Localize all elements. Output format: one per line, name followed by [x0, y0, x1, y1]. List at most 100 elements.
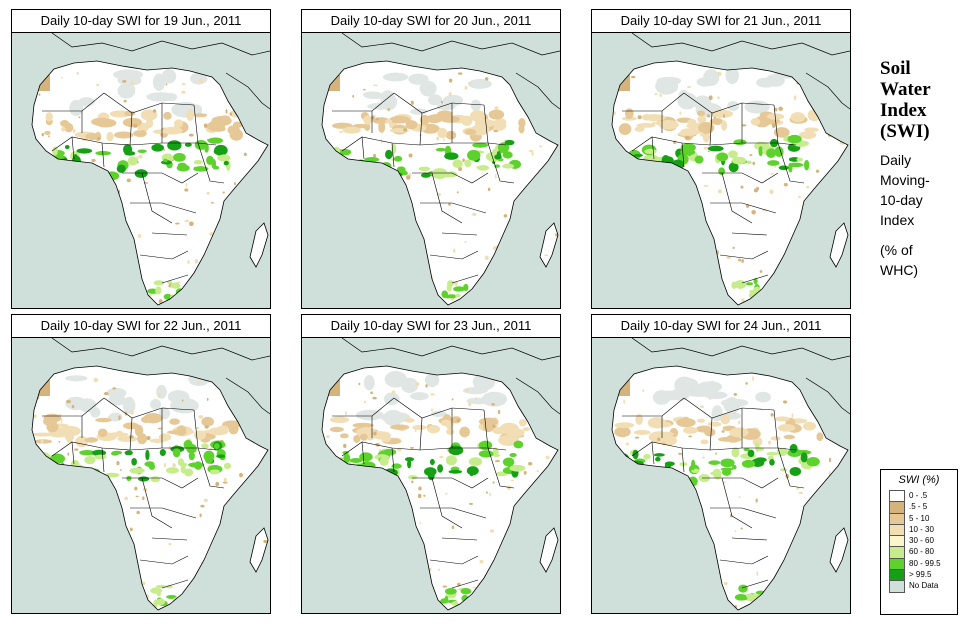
desc-line: 10-day — [880, 192, 923, 208]
speckle — [341, 530, 345, 536]
nodata-patch — [161, 68, 177, 84]
speckle — [841, 508, 847, 512]
country-border — [193, 409, 199, 449]
wet-patch — [104, 171, 120, 181]
wet-patch-south — [463, 283, 469, 292]
nodata-patch — [120, 84, 136, 93]
dry-patch — [158, 433, 172, 442]
wet-patch — [421, 172, 431, 178]
speckle — [255, 403, 257, 406]
wet-patch — [126, 475, 132, 482]
speckle — [832, 524, 836, 526]
country-border — [721, 477, 753, 529]
wet-patch — [445, 455, 457, 466]
speckle — [678, 222, 681, 226]
wet-patch-south — [460, 588, 472, 595]
wet-patch-south — [153, 280, 165, 286]
speckle — [715, 452, 717, 455]
speckle — [152, 109, 157, 113]
speckle — [142, 496, 145, 501]
speckle — [103, 391, 109, 396]
dry-patch — [404, 418, 415, 423]
speckle — [528, 462, 533, 466]
dry-patch — [777, 424, 796, 432]
coastline-arabia — [225, 377, 270, 415]
wet-patch — [79, 449, 96, 456]
speckle — [465, 388, 469, 392]
title-line: Water — [880, 79, 931, 100]
speckle — [184, 188, 189, 192]
wet-patch — [217, 154, 231, 162]
wet-patch — [349, 458, 363, 463]
coastline-north — [51, 33, 270, 56]
wet-patch — [159, 449, 166, 457]
speckle — [132, 123, 138, 128]
coastline-arabia — [515, 377, 560, 415]
nodata-patch — [190, 72, 208, 85]
speckle — [418, 486, 422, 491]
panel-title: Daily 10-day SWI for 23 Jun., 2011 — [301, 314, 561, 338]
wet-patch — [188, 451, 195, 461]
wet-patch — [184, 142, 192, 147]
wet-patch — [124, 450, 133, 456]
speckle — [555, 233, 558, 237]
dry-patch — [518, 118, 526, 128]
coastline-north — [631, 33, 850, 56]
dry-patch — [123, 422, 140, 430]
country-border — [487, 142, 515, 184]
speckle — [431, 408, 433, 412]
wet-patch — [356, 169, 369, 174]
dry-region — [36, 75, 50, 91]
wet-patch — [94, 454, 107, 460]
speckle — [97, 137, 101, 141]
nodata-patch — [156, 384, 167, 399]
dry-patch — [122, 117, 143, 128]
africa-land — [32, 61, 268, 305]
wet-patch — [766, 148, 776, 159]
panel-title: Daily 10-day SWI for 19 Jun., 2011 — [11, 9, 271, 33]
speckle — [770, 172, 774, 176]
speckle — [60, 418, 63, 424]
country-border — [139, 250, 189, 260]
wet-patch — [741, 459, 756, 468]
wet-patch — [47, 164, 53, 172]
speckle — [678, 293, 683, 297]
speckle — [417, 493, 422, 499]
speckle — [112, 507, 118, 512]
speckle — [673, 570, 676, 576]
legend-item: 60 - 80 — [889, 546, 957, 559]
wet-patch — [732, 464, 737, 470]
speckle — [655, 224, 658, 227]
map-panel-2: Daily 10-day SWI for 20 Jun., 2011 — [301, 9, 561, 309]
dry-patch — [152, 129, 166, 134]
speckle — [411, 237, 416, 242]
wet-patch — [137, 149, 147, 153]
wet-patch — [363, 467, 373, 476]
wet-patch — [77, 173, 92, 177]
speckle — [345, 162, 350, 166]
wet-patch — [209, 471, 219, 475]
speckle — [491, 402, 495, 406]
speckle — [828, 479, 834, 482]
dry-patch — [655, 120, 670, 126]
speckle — [40, 438, 44, 444]
speckle — [718, 189, 722, 194]
speckle — [752, 376, 754, 381]
speckle — [210, 201, 214, 204]
speckle — [637, 567, 641, 570]
speckle — [41, 132, 44, 137]
speckle — [367, 261, 371, 266]
country-border — [773, 409, 779, 449]
dry-patch — [618, 123, 632, 135]
speckle — [389, 521, 393, 524]
wet-patch — [733, 139, 747, 146]
nodata-patch — [428, 94, 443, 106]
speckle — [541, 121, 545, 126]
speckle — [798, 491, 803, 495]
country-border — [777, 447, 805, 489]
legend-label: 80 - 99.5 — [909, 558, 941, 568]
speckle — [122, 597, 126, 602]
dry-patch — [352, 422, 374, 429]
country-border — [391, 447, 395, 473]
speckle — [129, 435, 134, 439]
